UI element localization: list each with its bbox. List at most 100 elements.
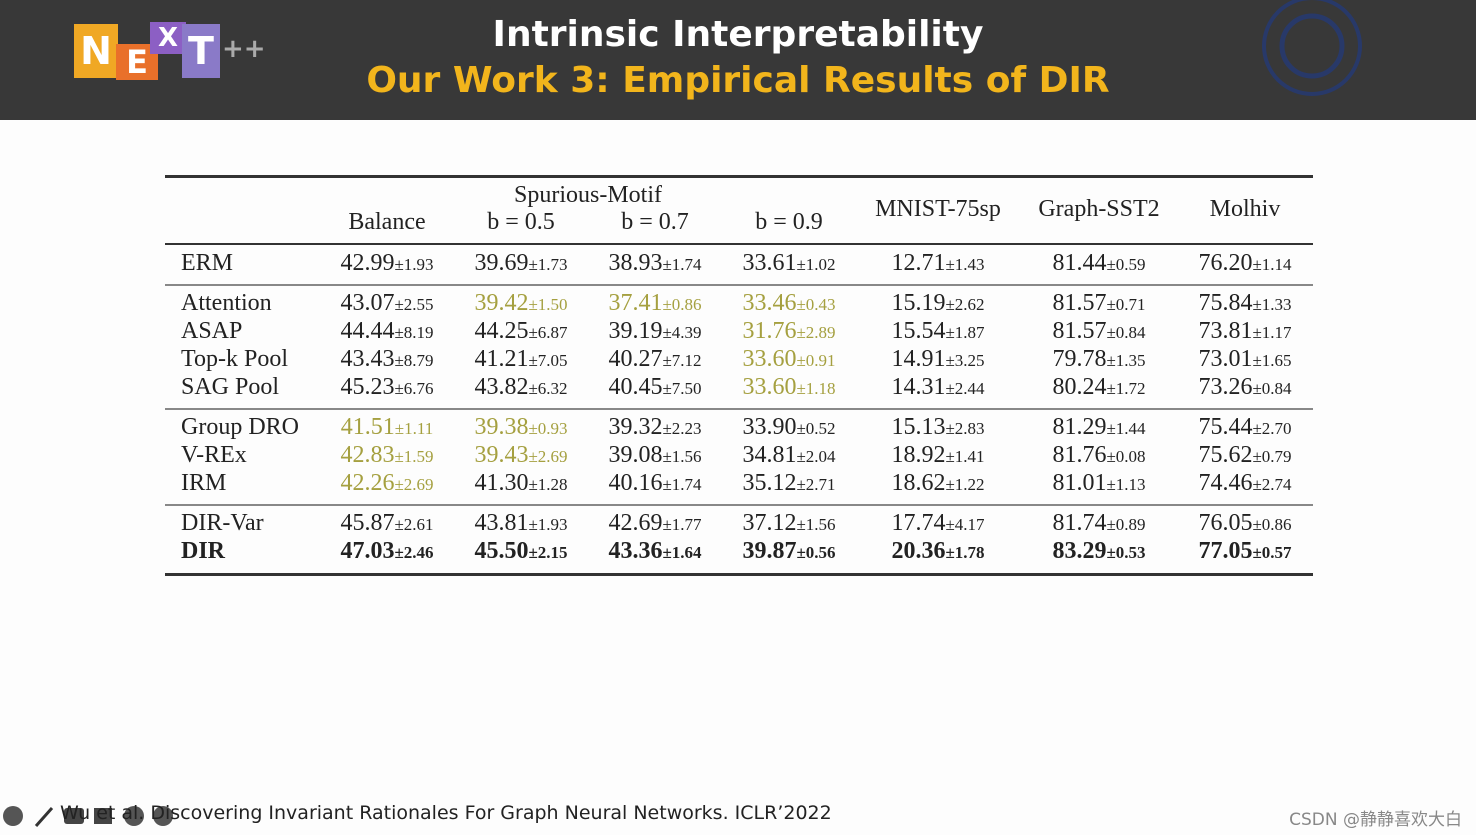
table-cell: 12.71±1.43: [891, 250, 984, 277]
cell-std: ±1.35: [1106, 351, 1146, 370]
cell-std: ±4.39: [662, 323, 702, 342]
table-cell: 76.05±0.86: [1198, 510, 1291, 537]
table-cell: 81.76±0.08: [1052, 442, 1145, 469]
method-name: DIR-Var: [181, 510, 264, 536]
table-cell: 18.62±1.22: [891, 470, 984, 497]
university-emblem: [1262, 0, 1362, 96]
cell-std: ±1.77: [662, 515, 702, 534]
cell-std: ±1.11: [394, 419, 434, 438]
cell-std: ±1.18: [796, 379, 836, 398]
method-name: Group DRO: [181, 414, 299, 440]
cell-mean: 43.36: [608, 538, 663, 564]
cell-std: ±6.76: [394, 379, 434, 398]
cell-std: ±0.86: [662, 295, 702, 314]
cell-mean: 73.26: [1198, 374, 1253, 400]
cell-std: ±0.08: [1106, 447, 1146, 466]
table-cell: 34.81±2.04: [742, 442, 835, 469]
table-cell: 35.12±2.71: [742, 470, 835, 497]
table-cell: 81.01±1.13: [1052, 470, 1145, 497]
cell-mean: 47.03: [340, 538, 395, 564]
cell-mean: 18.62: [891, 470, 946, 496]
cell-mean: 33.60: [742, 346, 797, 372]
table-cell: 37.41±0.86: [608, 290, 701, 317]
cell-mean: 43.81: [474, 510, 529, 536]
table-cell: 41.30±1.28: [474, 470, 567, 497]
table-cell: 31.76±2.89: [742, 318, 835, 345]
table-cell: 39.38±0.93: [474, 414, 567, 441]
table-cell: 81.74±0.89: [1052, 510, 1145, 537]
table-cell: 15.13±2.83: [891, 414, 984, 441]
cell-std: ±0.84: [1106, 323, 1146, 342]
cell-mean: 73.81: [1198, 318, 1253, 344]
cell-mean: 15.54: [891, 318, 946, 344]
cell-std: ±1.73: [528, 255, 568, 274]
cell-std: ±1.44: [1106, 419, 1146, 438]
cell-std: ±2.69: [528, 447, 568, 466]
cell-std: ±1.64: [662, 543, 702, 562]
cell-std: ±0.86: [1252, 515, 1292, 534]
column-header: Graph-SST2: [1038, 196, 1160, 222]
table-cell: 14.31±2.44: [891, 374, 984, 401]
cell-mean: 42.99: [340, 250, 395, 276]
cell-mean: 39.32: [608, 414, 663, 440]
table-cell: 39.69±1.73: [474, 250, 567, 277]
cell-std: ±7.12: [662, 351, 702, 370]
watermark: CSDN @静静喜欢大白: [1289, 810, 1462, 830]
section-rule: [165, 504, 1313, 506]
table-cell: 42.83±1.59: [340, 442, 433, 469]
cell-mean: 76.20: [1198, 250, 1253, 276]
table-cell: 40.27±7.12: [608, 346, 701, 373]
cell-mean: 15.13: [891, 414, 946, 440]
cell-std: ±0.57: [1252, 543, 1292, 562]
cell-std: ±0.89: [1106, 515, 1146, 534]
cell-std: ±2.74: [1252, 475, 1292, 494]
cell-std: ±1.33: [1252, 295, 1292, 314]
cell-std: ±2.04: [796, 447, 836, 466]
table-cell: 83.29±0.53: [1052, 538, 1145, 565]
cell-std: ±1.74: [662, 255, 702, 274]
method-name: DIR: [181, 538, 226, 564]
cell-std: ±8.79: [394, 351, 434, 370]
cell-mean: 37.12: [742, 510, 797, 536]
table-cell: 33.46±0.43: [742, 290, 835, 317]
cell-mean: 39.69: [474, 250, 529, 276]
logo-letter: X: [150, 22, 186, 54]
cell-std: ±2.69: [394, 475, 434, 494]
table-cell: 42.99±1.93: [340, 250, 433, 277]
table-cell: 77.05±0.57: [1198, 538, 1291, 565]
cell-std: ±0.79: [1252, 447, 1292, 466]
cell-std: ±7.50: [662, 379, 702, 398]
cell-mean: 40.45: [608, 374, 663, 400]
table-cell: 15.19±2.62: [891, 290, 984, 317]
cell-std: ±2.70: [1252, 419, 1292, 438]
table-cell: 45.87±2.61: [340, 510, 433, 537]
cell-std: ±1.78: [945, 543, 985, 562]
table-cell: 39.32±2.23: [608, 414, 701, 441]
slide-title: Intrinsic Interpretability: [492, 14, 984, 55]
cell-mean: 44.44: [340, 318, 395, 344]
cell-std: ±2.83: [945, 419, 985, 438]
cell-std: ±2.55: [394, 295, 434, 314]
cell-mean: 39.08: [608, 442, 663, 468]
cell-mean: 39.42: [474, 290, 529, 316]
cell-std: ±1.93: [528, 515, 568, 534]
cell-mean: 81.01: [1052, 470, 1107, 496]
cell-std: ±6.32: [528, 379, 568, 398]
cell-mean: 41.30: [474, 470, 529, 496]
cell-std: ±1.59: [394, 447, 434, 466]
cell-mean: 38.93: [608, 250, 663, 276]
cell-mean: 81.29: [1052, 414, 1107, 440]
table-cell: 41.51±1.11: [341, 414, 433, 441]
table-cell: 40.16±1.74: [608, 470, 701, 497]
logo-letter: N: [74, 24, 118, 78]
table-cell: 73.81±1.17: [1198, 318, 1291, 345]
cell-std: ±8.19: [394, 323, 434, 342]
cell-mean: 45.87: [340, 510, 395, 536]
table-cell: 43.07±2.55: [340, 290, 433, 317]
method-name: ASAP: [181, 318, 243, 344]
cell-std: ±2.89: [796, 323, 836, 342]
cell-mean: 81.44: [1052, 250, 1107, 276]
table-cell: 73.26±0.84: [1198, 374, 1291, 401]
cell-mean: 44.25: [474, 318, 529, 344]
